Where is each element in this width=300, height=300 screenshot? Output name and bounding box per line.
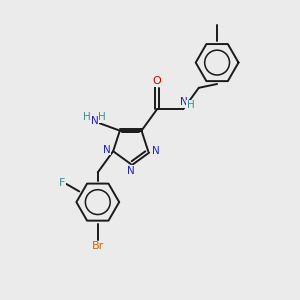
Text: N: N [103,145,110,155]
Text: N: N [152,146,160,156]
Text: N: N [179,98,187,107]
Text: H: H [187,100,195,110]
Text: H: H [98,112,106,122]
Text: O: O [153,76,162,86]
Text: N: N [128,166,135,176]
Text: N: N [91,116,99,127]
Text: H: H [82,112,90,122]
Text: Br: Br [92,242,104,251]
Text: F: F [59,178,65,188]
